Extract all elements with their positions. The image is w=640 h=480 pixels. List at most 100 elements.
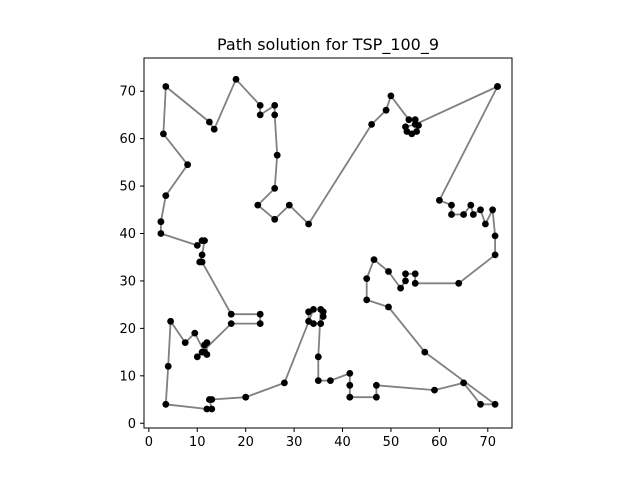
city-point	[242, 393, 250, 401]
x-tick-label: 30	[286, 435, 303, 450]
city-point	[448, 201, 455, 209]
point-layer	[157, 75, 501, 413]
city-point	[191, 329, 199, 337]
city-point	[208, 405, 216, 413]
city-point	[256, 320, 264, 327]
city-point	[164, 362, 172, 370]
city-point	[317, 320, 325, 327]
city-point	[402, 277, 409, 285]
city-point	[397, 284, 404, 292]
city-point	[181, 339, 189, 346]
city-point	[198, 258, 206, 266]
city-point	[305, 308, 312, 316]
city-point	[402, 270, 409, 278]
city-point	[387, 92, 395, 100]
city-point	[460, 379, 467, 387]
city-point	[448, 211, 455, 218]
city-point	[346, 393, 354, 401]
x-tick-label: 60	[431, 435, 448, 450]
city-point	[203, 339, 211, 346]
city-point	[469, 211, 477, 218]
y-tick-label: 10	[119, 369, 136, 384]
city-point	[460, 211, 467, 218]
city-point	[385, 268, 392, 275]
city-point	[162, 83, 170, 90]
city-point	[256, 102, 264, 109]
y-tick-label: 70	[119, 85, 136, 100]
city-point	[305, 220, 312, 228]
city-point	[206, 118, 213, 126]
city-point	[317, 306, 325, 313]
city-point	[198, 251, 206, 259]
city-point	[491, 400, 499, 408]
city-point	[184, 161, 192, 169]
city-point	[271, 185, 279, 192]
x-tick-label: 20	[237, 435, 254, 450]
y-tick-label: 0	[128, 417, 136, 432]
city-point	[491, 251, 499, 259]
city-point	[373, 393, 380, 401]
plot-frame	[143, 57, 513, 429]
city-point	[477, 400, 484, 408]
city-point	[491, 232, 499, 240]
city-point	[227, 310, 235, 318]
x-tick-label: 0	[145, 435, 153, 450]
city-point	[421, 348, 429, 356]
city-point	[210, 125, 218, 133]
city-point	[193, 242, 201, 249]
city-point	[489, 206, 496, 214]
city-point	[285, 201, 293, 209]
city-point	[411, 279, 419, 287]
city-point	[201, 348, 208, 356]
city-point	[201, 237, 208, 245]
city-point	[455, 279, 463, 287]
city-point	[346, 381, 354, 389]
y-tick-label: 40	[119, 227, 136, 242]
city-point	[415, 122, 422, 129]
city-point	[482, 220, 489, 228]
y-tick-label: 30	[119, 274, 136, 289]
y-tick-label: 60	[119, 132, 136, 147]
city-point	[227, 320, 235, 327]
city-point	[162, 192, 170, 200]
city-point	[319, 313, 327, 320]
y-axis: 0 10 20 30 40 50 60 70	[119, 85, 144, 432]
city-point	[157, 218, 165, 226]
city-point	[271, 111, 279, 119]
city-point	[167, 317, 175, 325]
city-point	[193, 353, 201, 361]
city-point	[405, 116, 413, 124]
city-point	[256, 111, 264, 119]
city-point	[370, 256, 378, 263]
city-point	[203, 405, 211, 413]
city-point	[436, 196, 443, 204]
x-tick-label: 10	[189, 435, 206, 450]
chart-title: Path solution for TSP_100_9	[217, 35, 439, 55]
city-point	[382, 106, 390, 114]
city-point	[314, 353, 322, 361]
y-tick-label: 20	[119, 322, 136, 337]
city-point	[232, 75, 240, 83]
city-point	[281, 379, 288, 387]
city-point	[368, 121, 375, 128]
city-point	[477, 206, 484, 214]
x-axis: 0 10 20 30 40 50 60 70	[145, 428, 496, 450]
city-point	[411, 116, 419, 124]
city-point	[494, 83, 501, 90]
city-point	[271, 215, 279, 223]
city-point	[208, 396, 216, 403]
city-point	[273, 151, 281, 159]
city-point	[413, 128, 420, 135]
city-point	[467, 201, 475, 209]
city-point	[327, 377, 334, 384]
x-tick-label: 50	[383, 435, 400, 450]
city-point	[363, 275, 371, 282]
city-point	[385, 303, 392, 311]
city-point	[162, 400, 170, 408]
y-tick-label: 50	[119, 180, 136, 195]
city-point	[160, 130, 167, 138]
city-point	[254, 201, 262, 209]
city-point	[271, 102, 279, 109]
city-point	[373, 381, 380, 389]
